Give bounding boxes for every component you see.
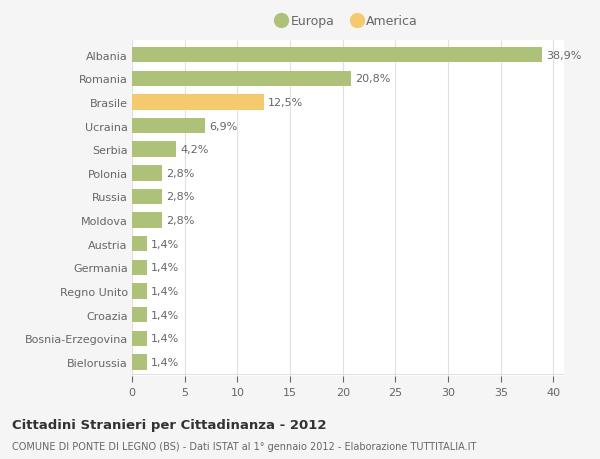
Bar <box>132 354 147 370</box>
Text: 1,4%: 1,4% <box>151 334 179 344</box>
Text: 2,8%: 2,8% <box>166 216 194 226</box>
Text: 38,9%: 38,9% <box>546 50 581 61</box>
Bar <box>132 308 147 323</box>
Legend: Europa, America: Europa, America <box>278 16 418 28</box>
Text: 1,4%: 1,4% <box>151 286 179 297</box>
Bar <box>132 213 161 228</box>
Text: 1,4%: 1,4% <box>151 263 179 273</box>
Bar <box>132 236 147 252</box>
Bar <box>132 142 176 157</box>
Text: 20,8%: 20,8% <box>355 74 391 84</box>
Text: 4,2%: 4,2% <box>181 145 209 155</box>
Text: 2,8%: 2,8% <box>166 192 194 202</box>
Bar <box>132 260 147 275</box>
Text: 1,4%: 1,4% <box>151 239 179 249</box>
Bar <box>132 118 205 134</box>
Bar <box>132 166 161 181</box>
Bar <box>132 72 351 87</box>
Text: 12,5%: 12,5% <box>268 98 303 108</box>
Text: 1,4%: 1,4% <box>151 357 179 367</box>
Text: 6,9%: 6,9% <box>209 121 237 131</box>
Text: COMUNE DI PONTE DI LEGNO (BS) - Dati ISTAT al 1° gennaio 2012 - Elaborazione TUT: COMUNE DI PONTE DI LEGNO (BS) - Dati IST… <box>12 441 476 451</box>
Bar <box>132 284 147 299</box>
Bar <box>132 48 542 63</box>
Text: Cittadini Stranieri per Cittadinanza - 2012: Cittadini Stranieri per Cittadinanza - 2… <box>12 418 326 431</box>
Bar <box>132 190 161 205</box>
Bar <box>132 331 147 346</box>
Text: 2,8%: 2,8% <box>166 168 194 179</box>
Text: 1,4%: 1,4% <box>151 310 179 320</box>
Bar <box>132 95 264 110</box>
